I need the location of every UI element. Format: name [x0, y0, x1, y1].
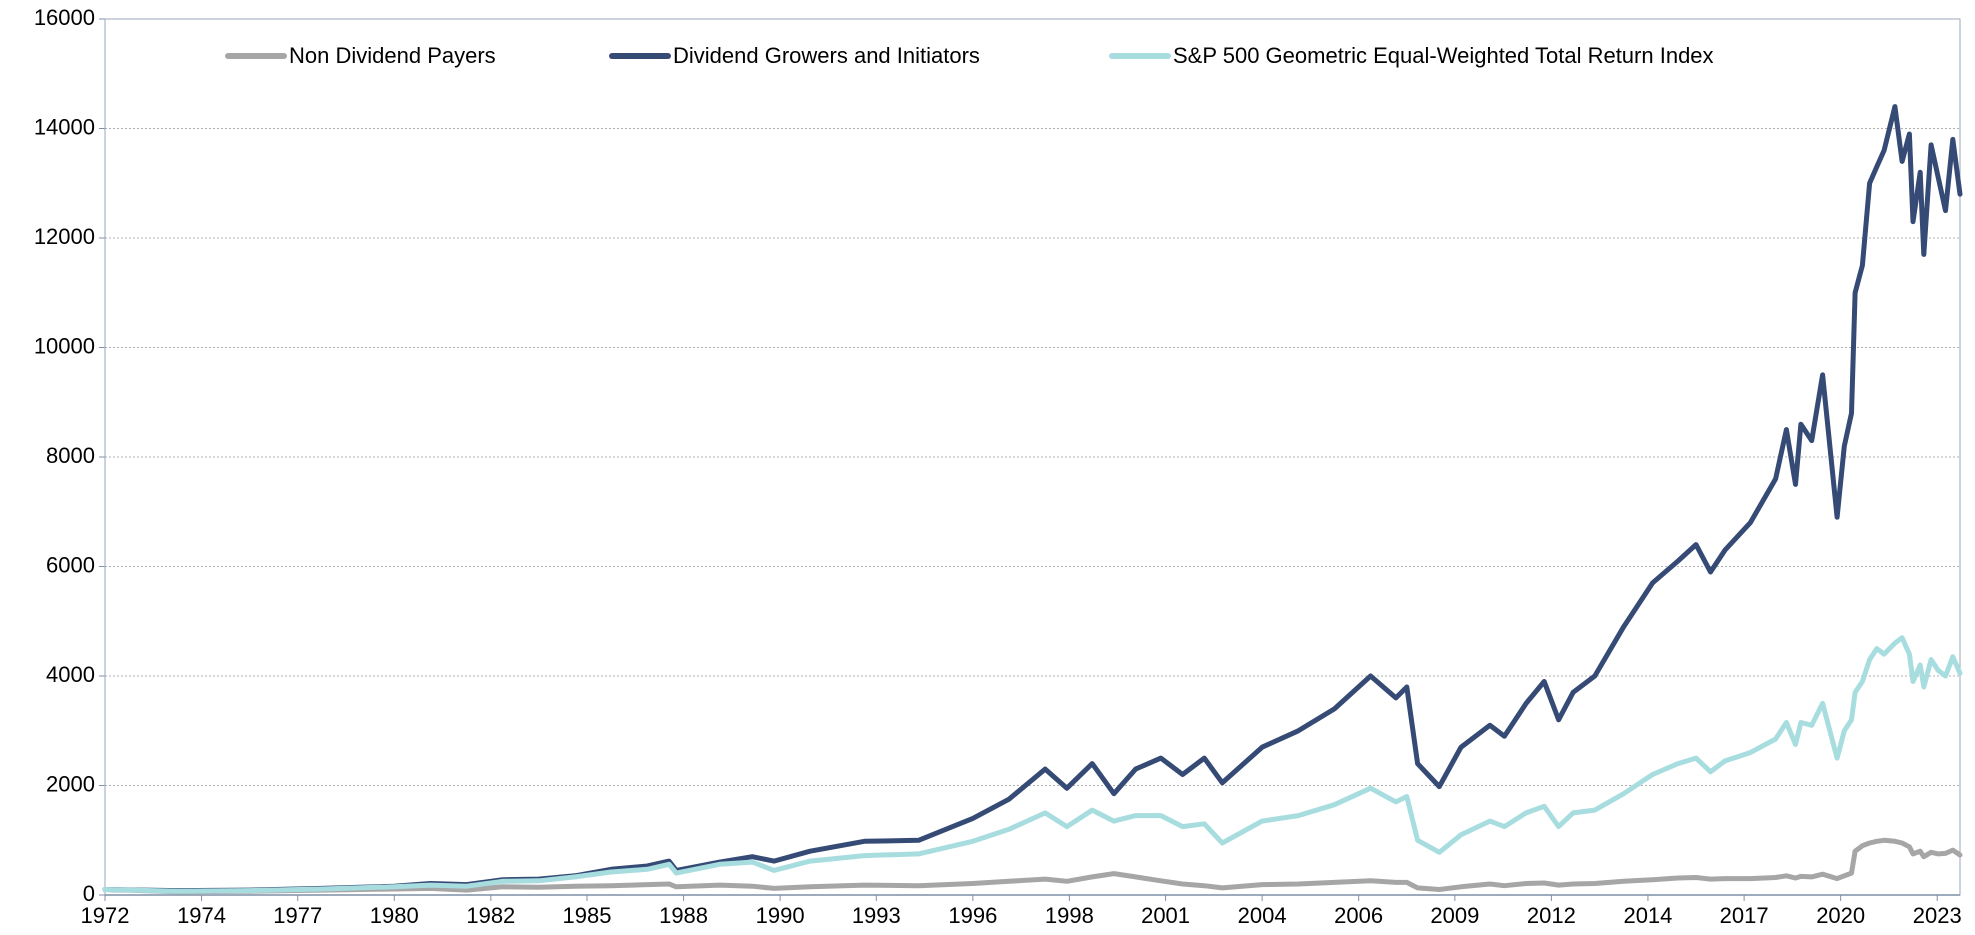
x-tick-label: 1985 [563, 903, 612, 928]
legend-label: Non Dividend Payers [289, 43, 496, 68]
x-tick-label: 1972 [81, 903, 130, 928]
x-tick-label: 1998 [1045, 903, 1094, 928]
x-tick-label: 2023 [1913, 903, 1962, 928]
x-tick-label: 1977 [273, 903, 322, 928]
x-tick-label: 1980 [370, 903, 419, 928]
x-tick-label: 1974 [177, 903, 226, 928]
legend-label: Dividend Growers and Initiators [673, 43, 980, 68]
x-tick-label: 2014 [1623, 903, 1672, 928]
x-tick-label: 2001 [1141, 903, 1190, 928]
y-tick-label: 0 [83, 881, 95, 906]
y-tick-label: 4000 [46, 662, 95, 687]
y-tick-label: 12000 [34, 224, 95, 249]
legend-label: S&P 500 Geometric Equal-Weighted Total R… [1173, 43, 1714, 68]
y-tick-label: 10000 [34, 333, 95, 358]
y-tick-label: 16000 [34, 5, 95, 30]
series-line [102, 837, 1963, 895]
y-tick-label: 6000 [46, 552, 95, 577]
series-line [102, 104, 1963, 894]
x-tick-label: 1996 [948, 903, 997, 928]
x-tick-label: 1990 [756, 903, 805, 928]
x-tick-label: 1982 [466, 903, 515, 928]
x-tick-label: 2020 [1816, 903, 1865, 928]
y-tick-label: 14000 [34, 114, 95, 139]
x-tick-label: 1988 [659, 903, 708, 928]
y-tick-label: 2000 [46, 771, 95, 796]
x-tick-label: 2006 [1334, 903, 1383, 928]
x-tick-label: 2017 [1720, 903, 1769, 928]
x-tick-label: 1993 [852, 903, 901, 928]
series-line [102, 635, 1963, 894]
x-tick-label: 2004 [1238, 903, 1287, 928]
x-tick-label: 2009 [1430, 903, 1479, 928]
x-tick-label: 2012 [1527, 903, 1576, 928]
y-tick-label: 8000 [46, 443, 95, 468]
